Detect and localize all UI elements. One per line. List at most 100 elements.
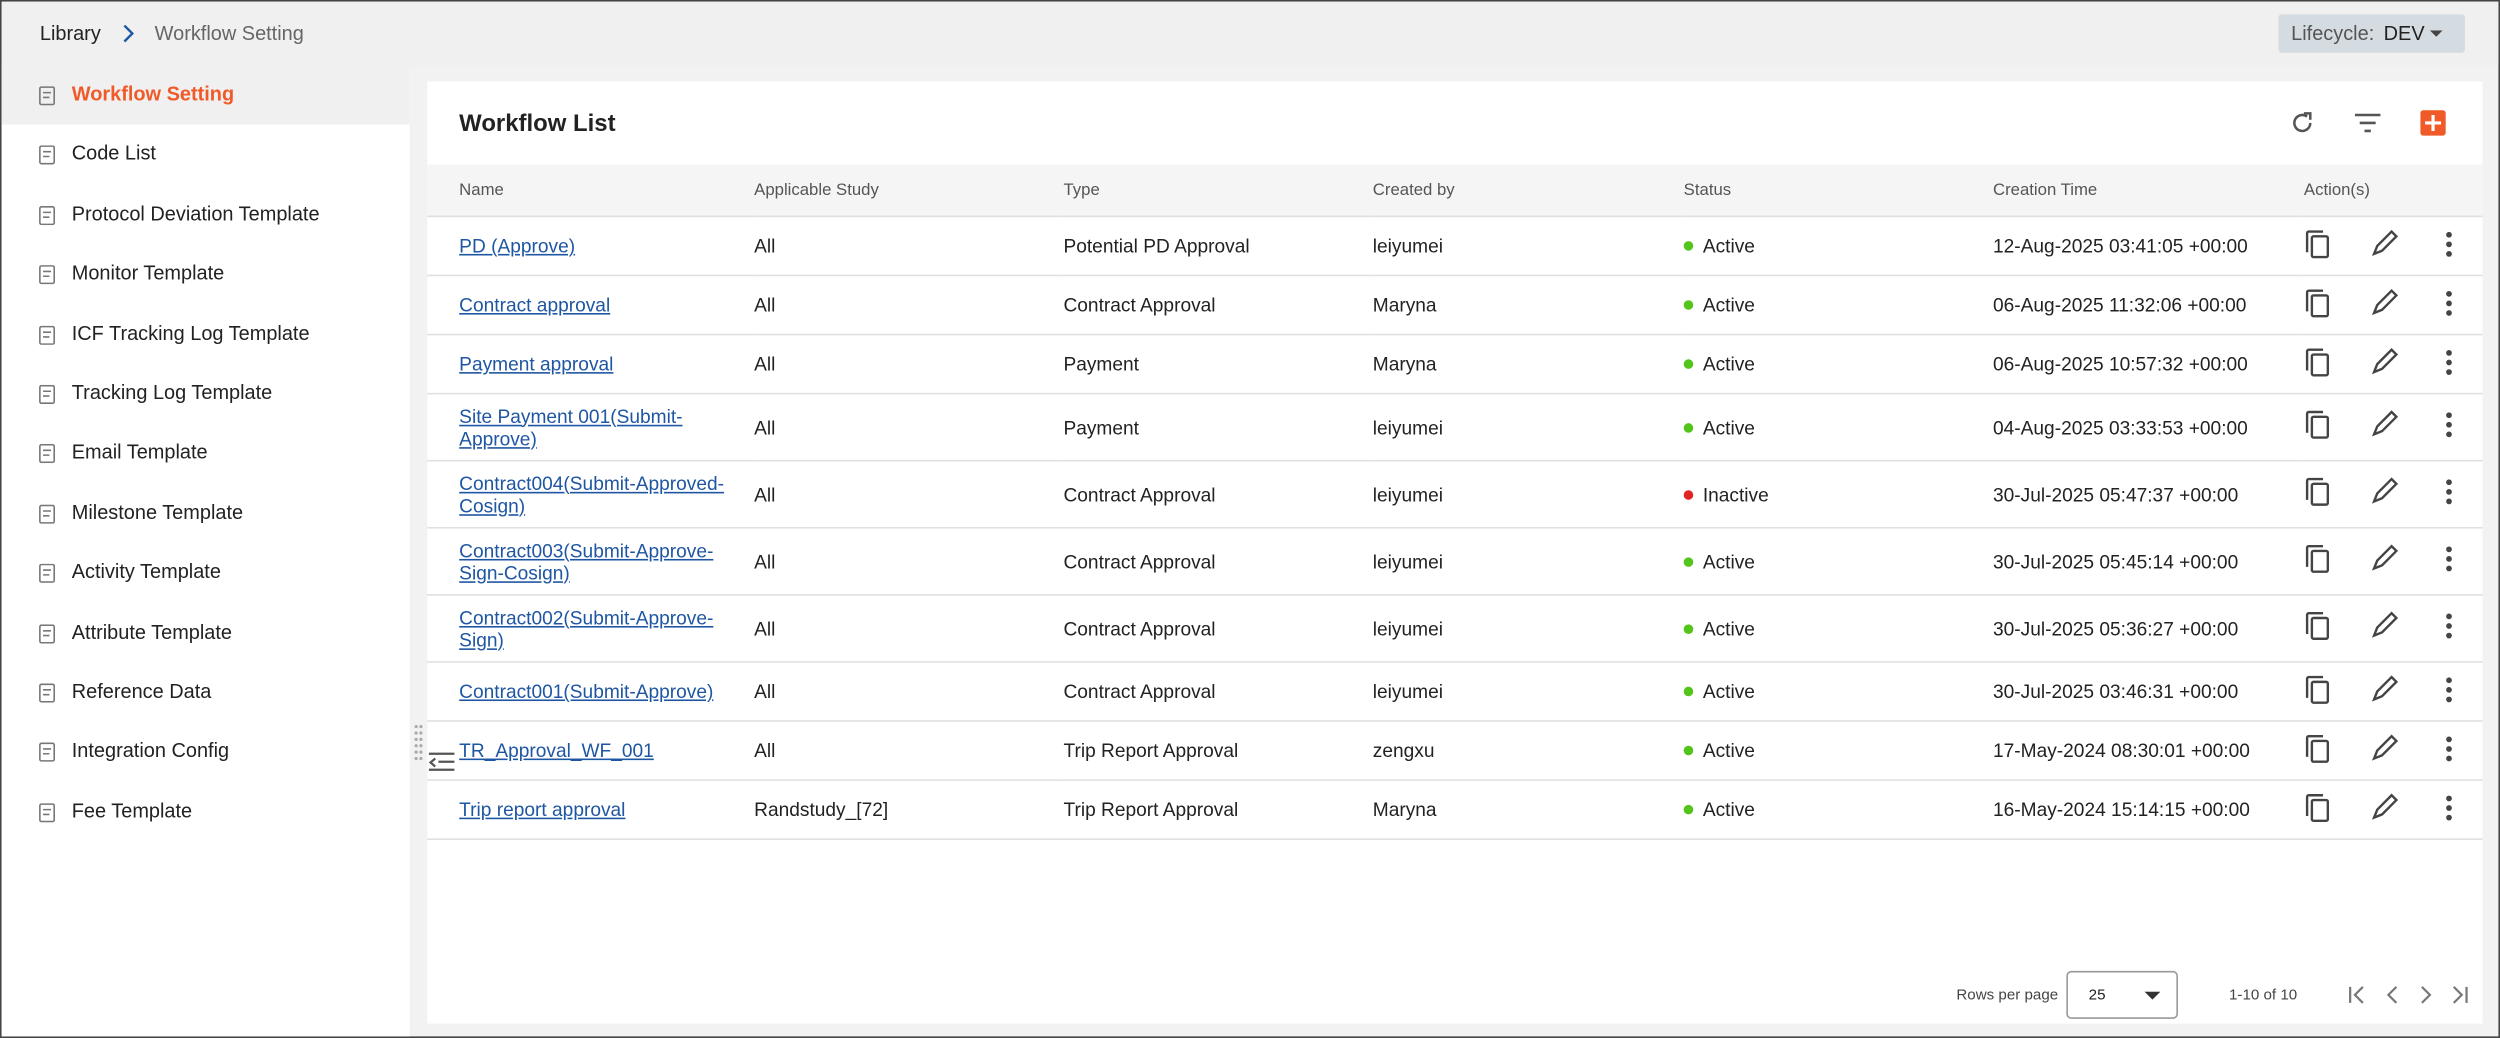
nav-label: Activity Template [71,560,221,584]
cell: All [754,594,1064,663]
table-row: Contract002(Submit-Approve-Sign) All Contr… [427,594,2483,663]
workflow-link[interactable]: PD (Approve) [459,234,576,258]
column-header: Name [427,164,755,218]
workflow-link[interactable]: Contract approval [459,293,611,317]
nav-item[interactable]: Tracking Log Template [2,364,410,423]
cell [2303,275,2483,336]
add-button[interactable] [2420,110,2446,136]
cell [2303,594,2483,663]
nav-icon [39,384,56,405]
cell: All [754,334,1064,395]
nav-icon [39,86,56,106]
cell [2303,661,2483,722]
nav-item[interactable]: Code List [2,125,410,184]
nav-item[interactable]: Workflow Setting [1,65,410,125]
rows-value: 25 [2088,986,2106,1005]
nav-item[interactable]: ICF Tracking Log Template [2,304,410,363]
workflow-link[interactable]: Trip report approval [459,798,626,821]
nav-item[interactable]: Email Template [2,424,410,483]
status: Active [1702,293,1755,317]
cell: 30-Jul-2025 05:47:37 +00:00 [1993,460,2304,529]
row-actions[interactable] [2304,409,2495,441]
lifecycle-value: DEV [2383,22,2425,45]
table-row: Contract004(Submit-Approved-Cosign) All Co… [427,460,2483,529]
row-actions[interactable] [2304,543,2495,575]
nav-icon [39,564,56,584]
page-nav[interactable] [2347,984,2475,1006]
nav-icon [39,325,56,345]
workflow-link[interactable]: Site Payment 001(Submit-Approve) [459,404,683,450]
column-header: Creation Time [1993,164,2304,218]
nav-icon [39,623,56,643]
top-bar: Library Workflow Setting Lifecycle: DEV [1,1,2499,66]
cell: Trip Report Approval [1063,780,1373,840]
caret [2429,30,2443,37]
nav-icon [39,743,56,763]
nav-item[interactable]: Milestone Template [2,484,410,543]
cell: Active [1683,780,1993,840]
row-actions[interactable] [2304,346,2495,378]
row-actions[interactable] [2304,287,2495,319]
table-row: Trip report approval Randstudy_[72] Trip R… [427,780,2483,840]
row-actions[interactable] [2304,732,2495,764]
cell: PD (Approve) [427,216,755,277]
workflow-link[interactable]: Contract001(Submit-Approve) [459,680,714,703]
collapse-handle[interactable] [413,723,461,777]
nav-item[interactable]: Monitor Template [2,245,410,304]
nav-label: Attribute Template [71,620,233,643]
row-actions[interactable] [2304,791,2495,823]
rows-select[interactable]: 25 [2066,970,2178,1019]
page-range: 1-10 of 10 [2228,986,2298,1005]
filter-icon[interactable] [2353,112,2382,134]
column-header: Applicable Study [754,164,1064,218]
nav-item[interactable]: Protocol Deviation Template [2,185,410,244]
lifecycle-label: Lifecycle: [2291,22,2375,45]
nav-label: Fee Template [71,799,193,823]
row-actions[interactable] [2304,228,2495,260]
rows-label: Rows per page [1956,986,2059,1005]
cell: Maryna [1372,275,1684,336]
cell: Contract002(Submit-Approve-Sign) [427,594,755,663]
nav-item[interactable]: Attribute Template [2,603,410,662]
row-actions[interactable] [2304,610,2495,642]
nav-item[interactable]: Integration Config [2,722,410,781]
workflow-table: Name Applicable Study Type Created by Status… [427,164,2483,840]
status: Active [1702,739,1755,762]
cell: All [754,661,1064,722]
nav-item[interactable]: Activity Template [2,543,410,602]
workflow-link[interactable]: Payment approval [459,352,614,376]
nav-label: Integration Config [71,739,230,763]
nav-item[interactable]: Reference Data [2,663,410,722]
workflow-link[interactable]: Contract002(Submit-Approve-Sign) [459,606,714,651]
cell: zengxu [1372,721,1684,781]
nav-label: Reference Data [71,680,212,703]
nav-label: Milestone Template [71,501,244,524]
breadcrumb-link[interactable]: Library [39,22,101,45]
cell [2303,460,2483,529]
workflow-link[interactable]: TR_Approval_WF_001 [459,739,654,762]
refresh-icon[interactable] [2290,110,2316,136]
status: Active [1702,352,1755,376]
row-actions[interactable] [2304,476,2495,508]
nav-icon [39,802,56,823]
status-dot [1683,489,1694,500]
status: Inactive [1702,483,1769,506]
cell: Trip report approval [427,780,755,840]
lifecycle-select[interactable]: Lifecycle: DEV [2278,14,2465,53]
cell: Payment [1063,334,1373,395]
cell: Active [1683,334,1993,395]
panel-title: Workflow List [459,110,616,138]
column-header: Type [1063,164,1373,218]
nav-label: Tracking Log Template [71,381,273,405]
cell: Contract Approval [1063,527,1373,596]
row-actions[interactable] [2304,673,2495,705]
cell: Active [1683,527,1993,596]
nav-item[interactable]: Fee Template [2,782,410,841]
cell: All [754,275,1064,336]
cell: Active [1683,594,1993,663]
workflow-link[interactable]: Contract003(Submit-Approve-Sign-Cosign) [459,538,714,584]
status: Active [1702,550,1755,573]
nav-icon [39,265,56,285]
chevron [123,24,135,43]
workflow-link[interactable]: Contract004(Submit-Approved-Cosign) [459,471,724,517]
